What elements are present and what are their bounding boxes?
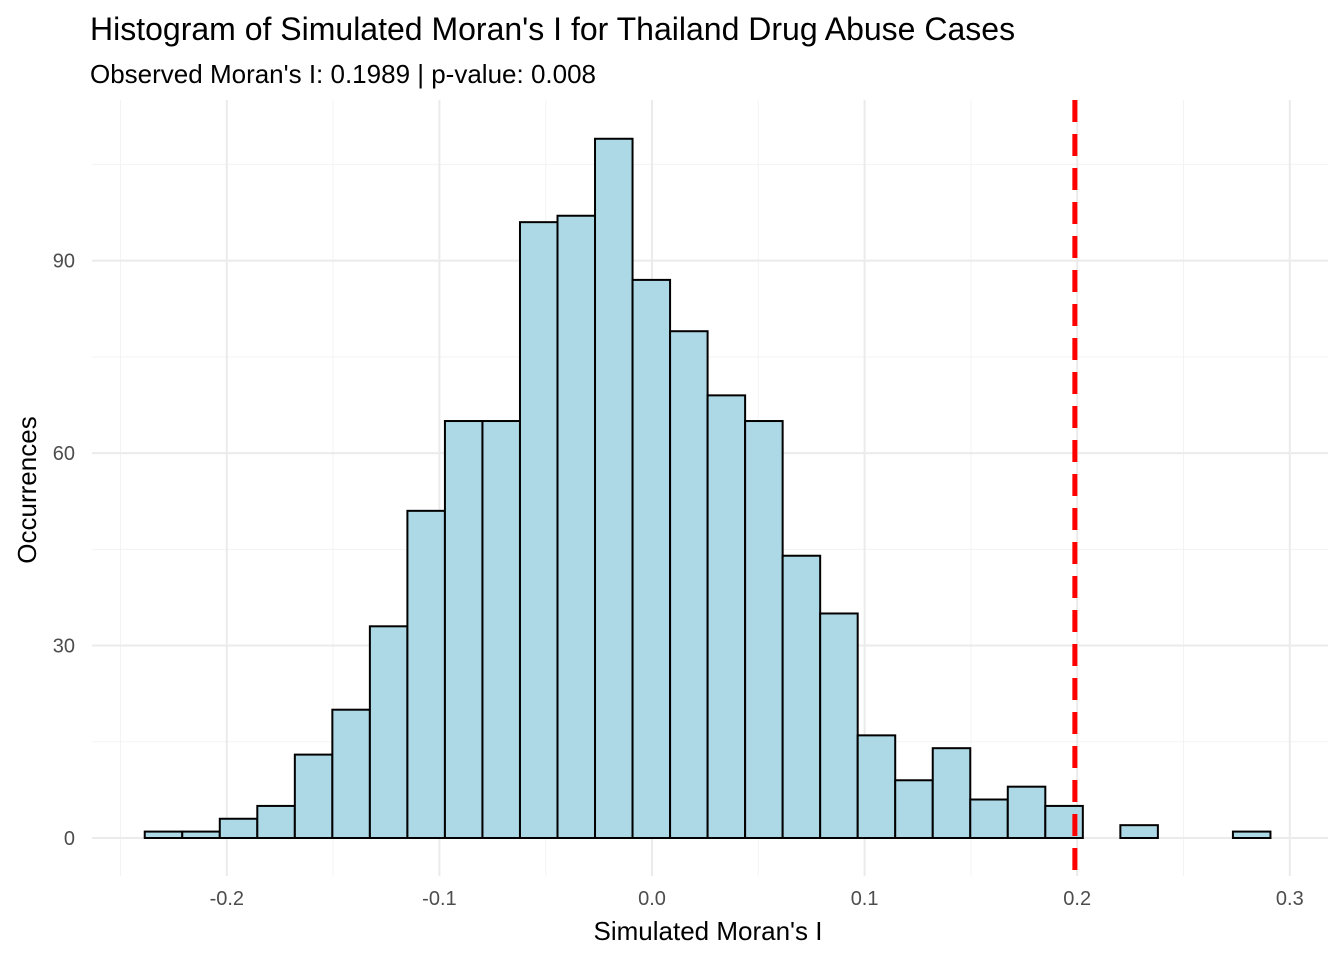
histogram-bar: [706, 394, 747, 839]
histogram-bar: [1231, 830, 1272, 840]
histogram-bar: [518, 221, 559, 840]
histogram-bar: [481, 420, 521, 839]
y-axis-ticks: 0 30 60 90: [53, 251, 75, 850]
y-tick-label: 30: [53, 636, 75, 658]
y-axis-title: Occurrences: [12, 416, 42, 563]
histogram-bar: [143, 830, 184, 840]
histogram-bar: [969, 798, 1009, 840]
histogram-bar: [331, 708, 371, 840]
x-tick-label: 0.1: [851, 888, 879, 910]
histogram-bar: [181, 830, 221, 840]
chart-title: Histogram of Simulated Moran's I for Tha…: [90, 11, 1016, 47]
x-axis-ticks: -0.2 -0.1 0.0 0.1 0.2 0.3: [210, 888, 1304, 910]
histogram-bar: [669, 330, 709, 839]
x-tick-label: -0.1: [422, 888, 456, 910]
x-tick-label: -0.2: [210, 888, 244, 910]
histogram-bars: [143, 137, 1272, 840]
histogram-bar: [1119, 824, 1159, 839]
y-tick-label: 60: [53, 443, 75, 465]
histogram-bar: [781, 554, 822, 839]
y-tick-label: 0: [64, 828, 75, 850]
histogram-bar: [744, 420, 784, 839]
x-tick-label: 0.0: [638, 888, 666, 910]
histogram-bar: [594, 137, 634, 839]
histogram-bar: [406, 509, 446, 839]
x-tick-label: 0.2: [1063, 888, 1091, 910]
histogram-bar: [931, 747, 972, 839]
histogram-bar: [631, 278, 672, 839]
y-tick-label: 90: [53, 251, 75, 273]
histogram-bar: [218, 817, 259, 840]
histogram-bar: [443, 420, 484, 839]
histogram-bar: [556, 214, 597, 839]
histogram-bar: [368, 625, 409, 839]
histogram-bar: [819, 612, 859, 839]
histogram-bar: [856, 734, 897, 839]
histogram-bar: [1006, 785, 1047, 839]
histogram-bar: [256, 804, 296, 839]
x-tick-label: 0.3: [1276, 888, 1304, 910]
x-axis-title: Simulated Moran's I: [594, 916, 823, 946]
histogram-bar: [293, 753, 334, 839]
histogram-bar: [894, 779, 934, 840]
chart-subtitle: Observed Moran's I: 0.1989 | p-value: 0.…: [90, 59, 597, 89]
